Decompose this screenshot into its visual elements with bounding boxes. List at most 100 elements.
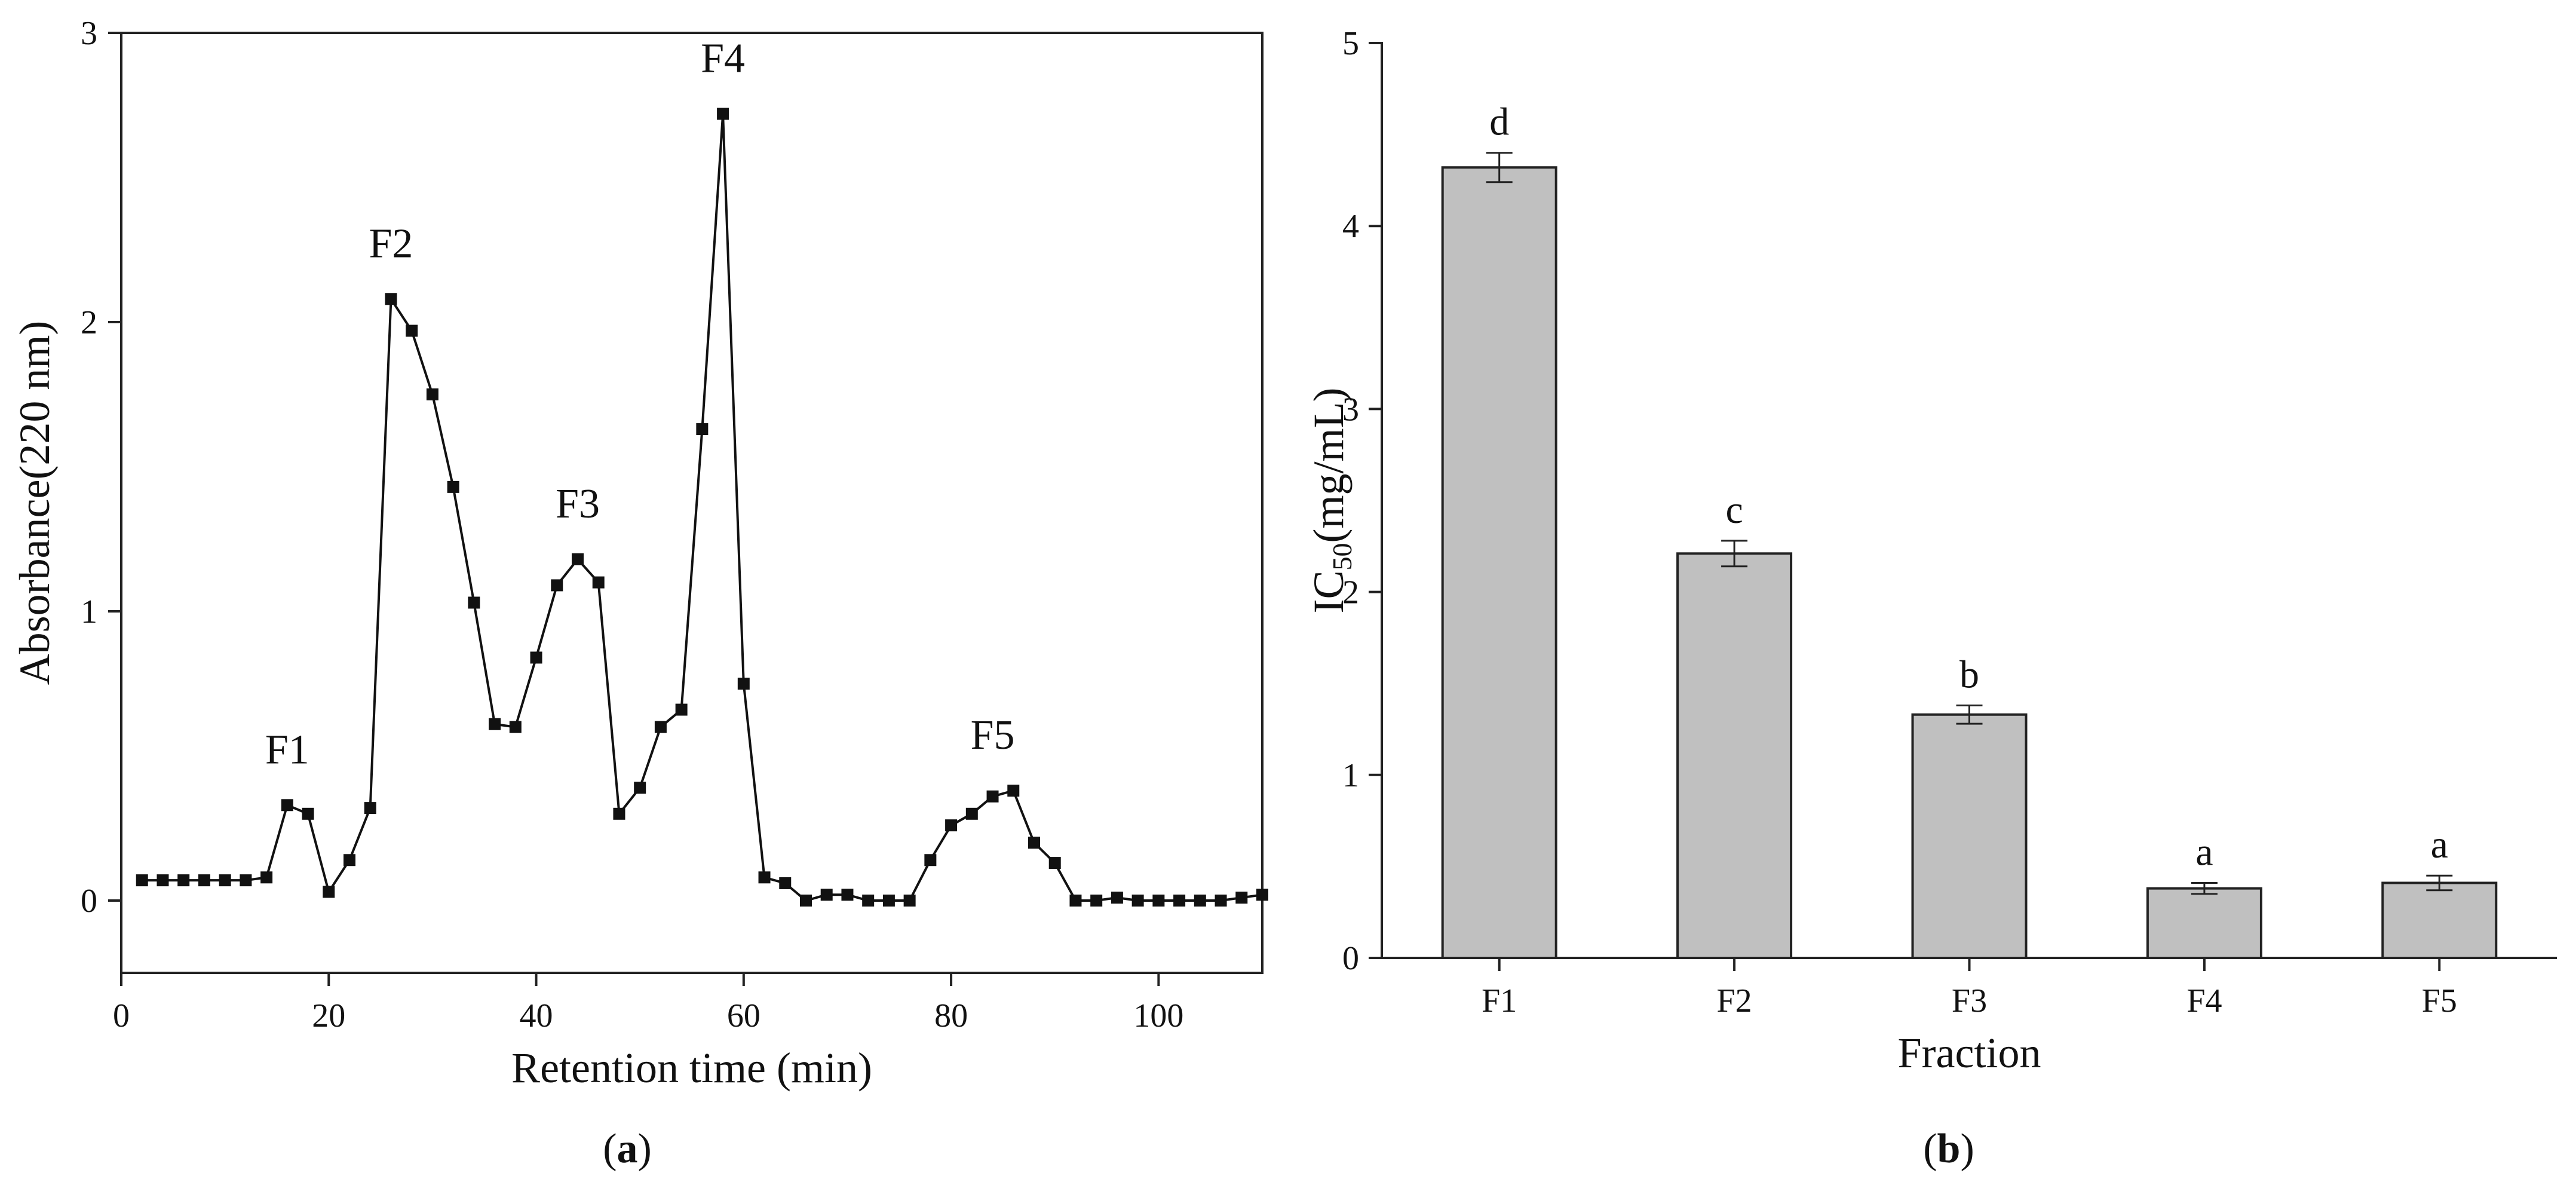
- absorbance-series-points: [136, 108, 1268, 907]
- peak-label-f2: F2: [369, 221, 413, 267]
- data-point-marker: [882, 895, 895, 907]
- data-point-marker: [1048, 857, 1061, 869]
- data-point-marker: [924, 854, 937, 866]
- y-tick-label: 1: [81, 593, 97, 630]
- chromatogram-y-axis-title: Absorbance(220 nm): [11, 321, 59, 685]
- data-point-marker: [489, 718, 501, 730]
- data-point-marker: [240, 874, 252, 887]
- y-tick-label: 4: [1342, 208, 1359, 245]
- data-point-marker: [1152, 895, 1165, 907]
- data-point-marker: [986, 790, 999, 803]
- data-point-marker: [903, 895, 916, 907]
- data-point-marker: [1069, 895, 1082, 907]
- bar-f5: [2381, 881, 2498, 960]
- significance-letter-f2: c: [1725, 488, 1743, 532]
- significance-letter-f3: b: [1959, 653, 1979, 696]
- x-tick-label: F3: [1952, 982, 1987, 1019]
- peak-label-f1: F1: [265, 727, 309, 773]
- ic50-bar-panel: d c b a a 0 1 2 3 4 5 F1 F2 F3 F4 F5 Fraction IC50(mg…: [1305, 25, 2557, 1172]
- data-point-marker: [323, 886, 335, 898]
- ic50-y-axis-title-sub: 50: [1327, 543, 1357, 570]
- chromatogram-x-ticks: 0 20 40 60 80 100: [113, 973, 1183, 1034]
- peak-annotations: F1 F2 F3 F4 F5: [265, 36, 1015, 773]
- data-point-marker: [779, 877, 792, 889]
- data-point-marker: [1090, 895, 1103, 907]
- data-point-marker: [509, 721, 522, 733]
- data-point-marker: [219, 874, 231, 887]
- data-point-marker: [717, 108, 729, 120]
- data-point-marker: [1007, 785, 1020, 797]
- data-point-marker: [177, 874, 190, 887]
- panel-label-b-letter: b: [1937, 1126, 1961, 1172]
- data-point-marker: [551, 579, 563, 592]
- significance-letter-f1: d: [1489, 100, 1509, 144]
- data-point-marker: [1215, 895, 1227, 907]
- data-point-marker: [800, 895, 812, 907]
- data-point-marker: [1235, 892, 1248, 904]
- significance-letter-f4: a: [2195, 830, 2213, 874]
- x-tick-label: 60: [727, 997, 760, 1034]
- data-point-marker: [945, 819, 958, 832]
- bar-f4: [2146, 887, 2262, 960]
- data-point-marker: [364, 802, 376, 815]
- ic50-y-axis-title: IC50(mg/mL): [1305, 388, 1357, 614]
- data-point-marker: [758, 871, 771, 884]
- data-point-marker: [737, 678, 750, 690]
- data-point-marker: [385, 293, 397, 305]
- panel-label-a-letter: a: [617, 1126, 638, 1172]
- data-point-marker: [406, 324, 418, 337]
- y-tick-label: 5: [1342, 25, 1359, 62]
- x-tick-label: 100: [1133, 997, 1183, 1034]
- data-point-marker: [862, 895, 875, 907]
- ic50-x-ticks: F1 F2 F3 F4 F5: [1482, 958, 2457, 1019]
- data-point-marker: [613, 807, 625, 820]
- x-tick-label: F4: [2186, 982, 2222, 1019]
- x-tick-label: F5: [2422, 982, 2457, 1019]
- data-point-marker: [281, 799, 293, 812]
- data-point-marker: [447, 480, 459, 493]
- y-tick-label: 3: [1342, 391, 1359, 428]
- data-point-marker: [530, 651, 542, 664]
- x-tick-label: F1: [1482, 982, 1517, 1019]
- x-tick-label: F2: [1717, 982, 1752, 1019]
- y-tick-label: 3: [81, 15, 97, 52]
- x-tick-label: 20: [312, 997, 345, 1034]
- ic50-bars: [1441, 166, 2498, 960]
- data-point-marker: [344, 854, 355, 866]
- data-point-marker: [841, 889, 854, 901]
- y-tick-label: 0: [1342, 940, 1359, 977]
- data-point-marker: [592, 576, 605, 589]
- bar-f3: [1911, 713, 2028, 960]
- chromatogram-x-axis-title: Retention time (min): [511, 1044, 872, 1092]
- bar-f1: [1441, 166, 1557, 960]
- ic50-y-axis-title-unit: (mg/mL): [1305, 388, 1353, 543]
- data-point-marker: [634, 782, 646, 794]
- data-point-marker: [820, 889, 833, 901]
- significance-letters: d c b a a: [1489, 100, 2448, 874]
- data-point-marker: [302, 807, 314, 820]
- chromatogram-panel: 0 1 2 3 0 20 40 60 80 100 F1 F2 F3 F4 F5 Retention t…: [11, 15, 1268, 1172]
- x-tick-label: 80: [934, 997, 968, 1034]
- bar-f2: [1676, 552, 1793, 959]
- chromatogram-y-ticks: 0 1 2 3: [81, 15, 121, 920]
- data-point-marker: [654, 721, 667, 733]
- data-point-marker: [136, 874, 148, 887]
- data-point-marker: [468, 596, 480, 609]
- panel-label-b: (b): [1923, 1126, 1974, 1172]
- significance-letter-f5: a: [2431, 823, 2448, 866]
- y-tick-label: 1: [1342, 757, 1359, 794]
- data-point-marker: [157, 874, 169, 887]
- panel-label-a: (a): [603, 1126, 652, 1172]
- data-point-marker: [696, 423, 709, 436]
- data-point-marker: [1111, 892, 1123, 904]
- ic50-error-bars: [1486, 152, 2453, 895]
- data-point-marker: [1194, 895, 1206, 907]
- x-tick-label: 0: [113, 997, 130, 1034]
- ic50-y-ticks: 0 1 2 3 4 5: [1342, 25, 1382, 977]
- ic50-x-axis-title: Fraction: [1898, 1029, 2041, 1077]
- data-point-marker: [1173, 895, 1186, 907]
- peak-label-f3: F3: [556, 481, 600, 527]
- data-point-marker: [198, 874, 210, 887]
- chromatogram-plot-frame: [120, 32, 1264, 974]
